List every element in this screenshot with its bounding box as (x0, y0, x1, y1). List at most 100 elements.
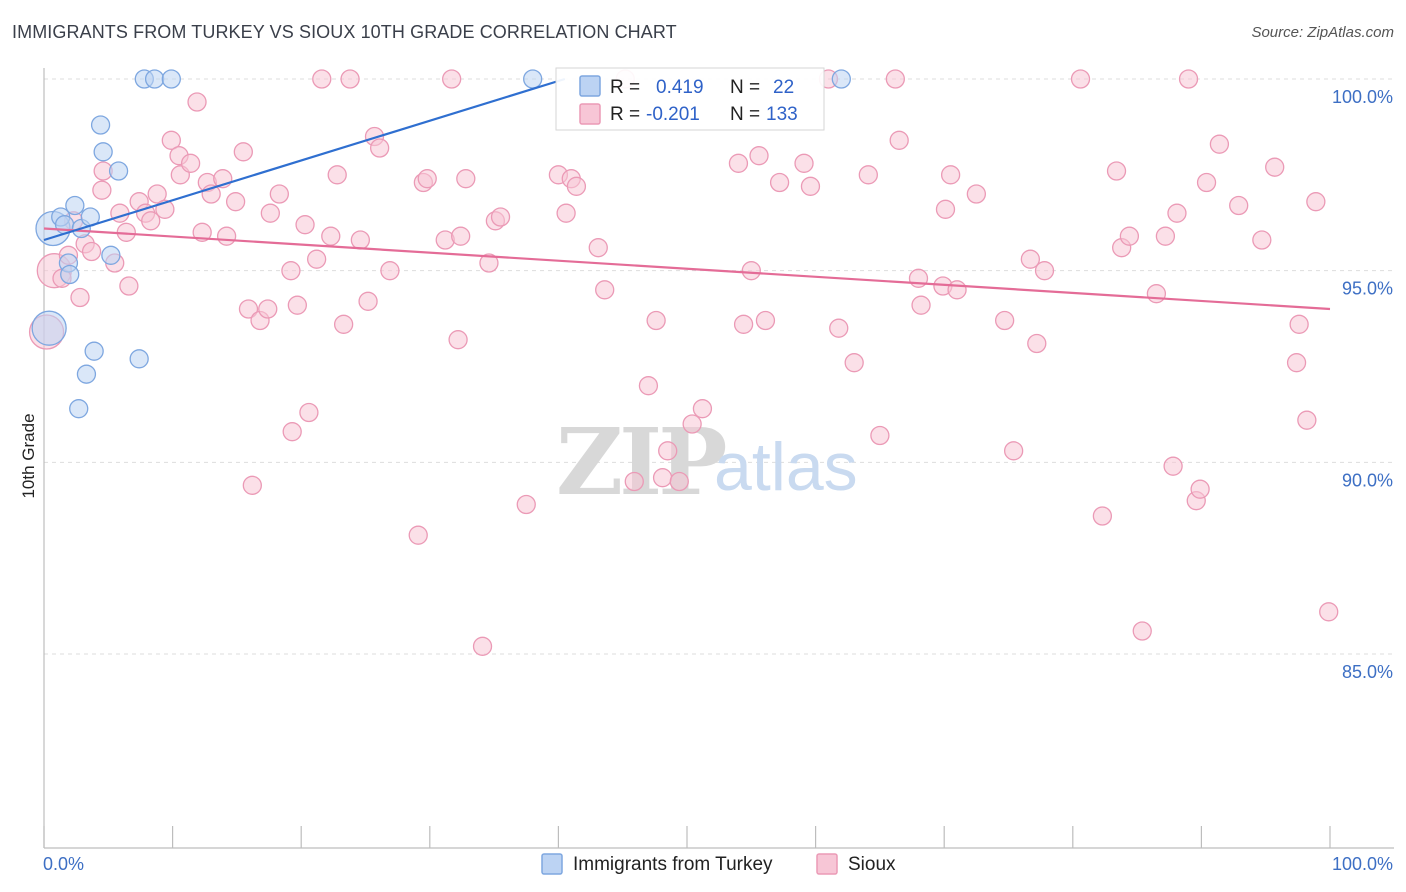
sioux-point (682, 414, 702, 434)
sioux-point (147, 184, 167, 204)
sioux-point (1190, 479, 1210, 499)
turkey-point (69, 399, 89, 419)
sioux-point (258, 299, 278, 319)
sioux-point (595, 280, 615, 300)
sioux-point (448, 330, 468, 350)
sioux-trend-line (43, 227, 1331, 311)
turkey-point (108, 161, 129, 181)
sioux-point (935, 199, 956, 219)
sioux-point (350, 230, 371, 250)
sioux-point (966, 184, 986, 204)
sioux-point (858, 165, 878, 185)
sioux-point (566, 176, 587, 196)
legend-n-label-sioux: N = (730, 104, 760, 125)
series-legend-label-turkey: Immigrants from Turkey (573, 854, 773, 875)
sioux-point (180, 153, 201, 173)
series-legend: Immigrants from Turkey Sioux (541, 853, 896, 875)
sioux-point (870, 425, 890, 446)
turkey-points (31, 69, 851, 419)
sioux-point (889, 130, 909, 150)
sioux-point (490, 207, 511, 227)
sioux-point (442, 69, 462, 89)
sioux-point (333, 314, 354, 334)
sioux-point (92, 180, 112, 200)
sioux-point (269, 184, 289, 204)
sioux-point (1289, 314, 1309, 334)
sioux-point (658, 441, 678, 461)
y-tick-label: 90.0% (1342, 470, 1393, 490)
sioux-point (408, 525, 428, 545)
chart-title: IMMIGRANTS FROM TURKEY VS SIOUX 10TH GRA… (12, 22, 677, 42)
turkey-point (31, 310, 67, 346)
sioux-point (192, 222, 212, 242)
sioux-point (646, 310, 666, 331)
chart-source: Source: ZipAtlas.com (1251, 24, 1394, 41)
sioux-point (161, 130, 181, 150)
sioux-point (769, 172, 790, 193)
sioux-point (472, 636, 493, 656)
sioux-point (1155, 226, 1176, 246)
sioux-point (733, 314, 754, 334)
sioux-point (624, 471, 644, 492)
sioux-point (1070, 69, 1091, 89)
legend-n-label-turkey: N = (730, 77, 760, 98)
sioux-point (70, 287, 90, 308)
sioux-point (1178, 69, 1199, 89)
sioux-point (1027, 333, 1047, 354)
sioux-point (1119, 226, 1140, 246)
sioux-point (282, 422, 302, 442)
y-axis-title: 10th Grade (19, 413, 38, 498)
legend-swatch-sioux (579, 103, 601, 125)
sioux-point (652, 468, 673, 488)
sioux-point (380, 261, 400, 281)
sioux-point (556, 203, 576, 223)
sioux-point (829, 318, 849, 338)
sioux-point (295, 215, 315, 235)
sioux-point (327, 165, 347, 185)
legend-r-value-sioux: -0.201 (646, 104, 700, 125)
legend-n-value-turkey: 22 (773, 77, 794, 98)
sioux-point (1297, 410, 1317, 430)
turkey-point (129, 349, 149, 369)
sioux-point (1286, 353, 1307, 373)
sioux-point (1209, 134, 1230, 154)
turkey-trend-line (43, 77, 566, 242)
turkey-point (60, 264, 80, 285)
legend-n-value-sioux: 133 (766, 104, 798, 125)
x-tick-label-min: 0.0% (43, 854, 84, 874)
sioux-point (911, 295, 931, 315)
trend-lines (43, 77, 1331, 311)
sioux-point (1034, 261, 1055, 281)
turkey-point (831, 69, 851, 89)
y-tick-label: 100.0% (1332, 87, 1393, 107)
sioux-point (1319, 602, 1339, 622)
legend-swatch-turkey (579, 75, 601, 97)
sioux-point (216, 226, 237, 246)
sioux-point (340, 69, 360, 89)
sioux-point (800, 176, 821, 196)
sioux-point (1092, 506, 1113, 526)
sioux-point (417, 169, 437, 189)
sioux-point (141, 211, 161, 231)
sioux-point (321, 226, 341, 246)
sioux-point (312, 69, 332, 89)
sioux-point (1163, 456, 1183, 476)
legend-r-label-turkey: R = (610, 77, 640, 98)
y-axis-tick-labels: 85.0% 90.0% 95.0% 100.0% (1332, 87, 1393, 682)
sioux-point (233, 142, 253, 162)
sioux-point (794, 153, 814, 173)
sioux-point (844, 353, 864, 373)
turkey-point (90, 115, 111, 135)
series-legend-label-sioux: Sioux (848, 854, 896, 875)
sioux-point (728, 153, 749, 173)
sioux-point (260, 203, 280, 223)
sioux-point (238, 299, 259, 319)
sioux-point (299, 402, 319, 423)
y-tick-label: 95.0% (1342, 279, 1393, 299)
sioux-point (1020, 249, 1041, 269)
sioux-point (516, 494, 536, 515)
sioux-point (225, 192, 246, 212)
x-tick-label-max: 100.0% (1332, 854, 1393, 874)
turkey-point (65, 195, 85, 216)
